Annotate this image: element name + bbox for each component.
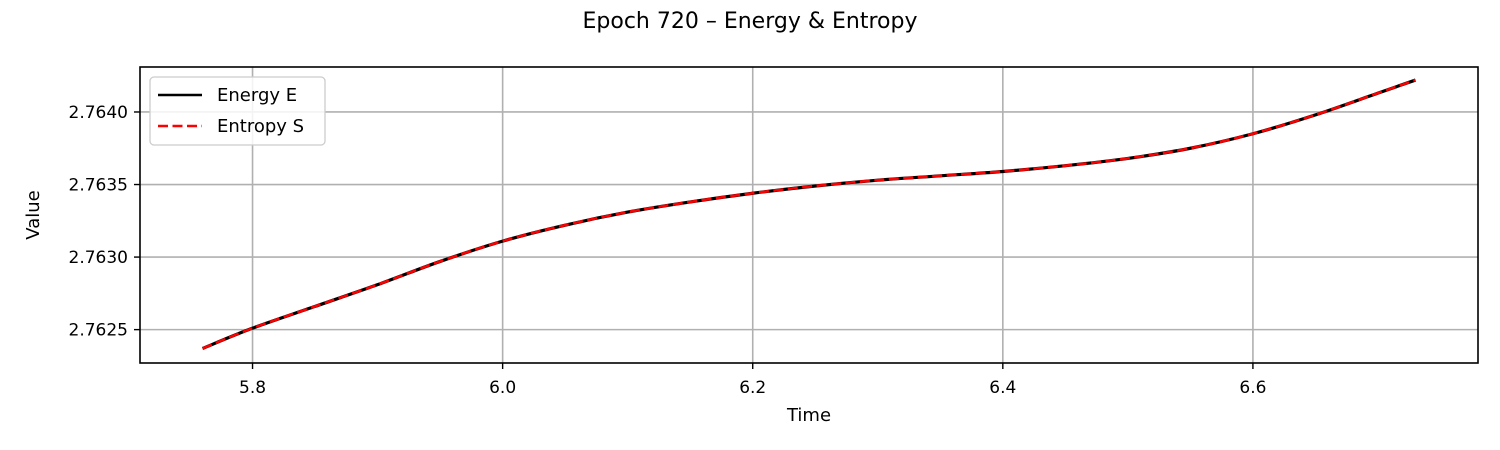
x-tick-label: 6.4 <box>989 378 1016 398</box>
y-tick-label: 2.7635 <box>69 176 128 196</box>
y-tick-label: 2.7640 <box>69 103 128 123</box>
legend-label-entropy: Entropy S <box>217 116 304 137</box>
x-tick-label: 6.2 <box>739 378 766 398</box>
legend: Energy E Entropy S <box>149 76 326 146</box>
series-layer <box>201 78 1417 350</box>
x-tick-label: 5.8 <box>239 378 266 398</box>
y-tick-label: 2.7630 <box>69 248 128 268</box>
grid <box>140 67 1478 363</box>
x-axis-ticks: 5.8 6.0 6.2 6.4 6.6 <box>239 363 1266 398</box>
y-axis-label: Value <box>23 190 44 239</box>
x-tick-label: 6.6 <box>1239 378 1266 398</box>
legend-label-energy: Energy E <box>217 85 297 106</box>
y-axis-ticks: 2.7625 2.7630 2.7635 2.7640 <box>69 103 140 341</box>
series-line-entropy <box>202 78 1416 350</box>
y-tick-label: 2.7625 <box>69 321 128 341</box>
plot-frame <box>139 66 1479 364</box>
series-line-energy <box>201 78 1417 350</box>
chart-title: Epoch 720 – Energy & Entropy <box>583 9 918 34</box>
x-tick-label: 6.0 <box>489 378 516 398</box>
x-axis-label: Time <box>786 405 831 426</box>
